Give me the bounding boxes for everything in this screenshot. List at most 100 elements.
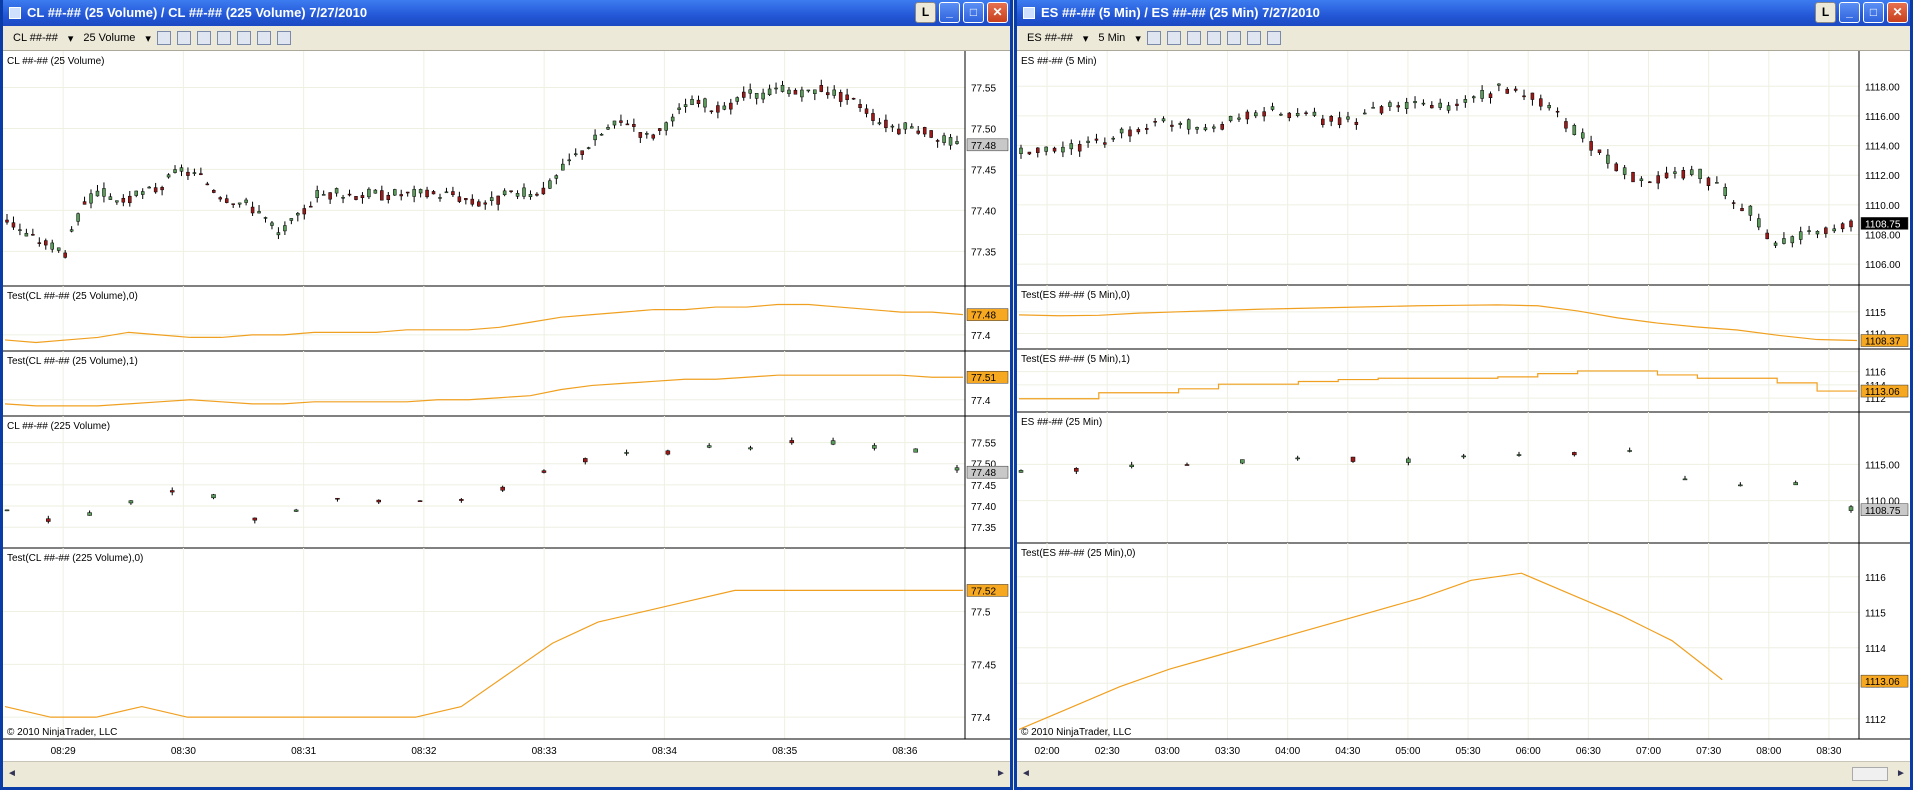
bar-type-icon[interactable] (156, 31, 171, 45)
candle-body (948, 137, 953, 146)
candle-body (774, 87, 778, 90)
price-tag-label: 1108.37 (1865, 337, 1901, 348)
x-tick-label: 07:30 (1696, 746, 1721, 757)
candle-body (373, 189, 378, 194)
chevron-down-icon[interactable]: ▾ (67, 32, 74, 45)
candle-body (858, 104, 862, 109)
price-tag (1860, 384, 1909, 398)
candle-body (872, 445, 877, 449)
x-tick-label: 02:00 (1035, 746, 1060, 757)
horizontal-scrollbar[interactable]: ◄ ► (1017, 761, 1910, 787)
period-selector[interactable]: 25 Volume (83, 32, 136, 44)
period-selector[interactable]: 5 Min (1098, 32, 1126, 44)
x-tick-label: 05:30 (1456, 746, 1481, 757)
strategies-icon[interactable] (1246, 31, 1261, 45)
horizontal-scrollbar[interactable]: ◄ ► (3, 761, 1010, 787)
strategies-icon[interactable] (256, 31, 271, 45)
candle-body (218, 197, 223, 200)
x-tick-label: 04:30 (1335, 746, 1360, 757)
crosshair-icon[interactable] (1186, 31, 1201, 45)
candle-body (56, 247, 61, 251)
maximize-button[interactable]: □ (963, 2, 984, 23)
candle-body (890, 125, 895, 128)
candle-body (664, 122, 668, 131)
y-tick-label: 77.4 (971, 713, 991, 724)
candle-body (483, 202, 487, 205)
x-tick-label: 08:29 (51, 746, 76, 757)
candle-body (1195, 126, 1199, 130)
chevron-down-icon[interactable]: ▾ (1135, 32, 1141, 45)
chevron-down-icon[interactable]: ▾ (145, 32, 151, 45)
candle-body (877, 122, 882, 125)
y-tick-label: 77.35 (971, 247, 996, 258)
properties-icon[interactable] (276, 31, 291, 45)
candle-body (670, 116, 675, 122)
candle-body (703, 98, 707, 108)
candle-body (1094, 138, 1099, 141)
scroll-right-icon[interactable]: ► (996, 768, 1006, 779)
indicators-icon[interactable] (236, 31, 251, 45)
candle-body (665, 450, 671, 455)
instrument-selector[interactable]: CL ##-## (13, 32, 58, 44)
link-button[interactable]: L (1815, 2, 1836, 23)
indicators-icon[interactable] (1226, 31, 1241, 45)
properties-icon[interactable] (1266, 31, 1281, 45)
candle-body (1840, 223, 1845, 230)
x-tick-label: 08:36 (892, 746, 917, 757)
drawing-tool-icon[interactable] (1166, 31, 1181, 45)
y-tick-label: 77.5 (971, 608, 991, 619)
y-tick-label: 77.55 (971, 83, 996, 94)
candle-body (367, 188, 371, 198)
indicator-line (1019, 370, 1857, 400)
candle-body (315, 190, 319, 199)
maximize-button[interactable]: □ (1863, 2, 1884, 23)
y-tick-label: 1115.00 (1865, 460, 1900, 471)
minimize-button[interactable]: _ (939, 2, 960, 23)
candle-body (451, 191, 455, 196)
x-tick-label: 06:00 (1516, 746, 1541, 757)
scroll-right-icon[interactable]: ► (1896, 768, 1906, 779)
candle-body (1074, 468, 1079, 472)
candle-body (1522, 95, 1526, 98)
candle-body (690, 98, 694, 106)
link-button[interactable]: L (915, 2, 936, 23)
y-tick-label: 77.50 (971, 124, 996, 135)
price-tag-label: 77.48 (971, 311, 996, 322)
candle-body (380, 190, 384, 201)
candle-body (87, 512, 92, 516)
close-button[interactable]: ✕ (987, 2, 1008, 23)
candle-body (722, 105, 727, 110)
scroll-left-icon[interactable]: ◄ (1021, 768, 1031, 779)
candle-body (638, 132, 643, 138)
candle-body (942, 135, 946, 143)
close-button[interactable]: ✕ (1887, 2, 1908, 23)
candle-body (212, 190, 216, 193)
minimize-button[interactable]: _ (1839, 2, 1860, 23)
price-tag (1860, 503, 1909, 516)
candle-body (1245, 111, 1250, 120)
scroll-thumb[interactable] (1852, 767, 1888, 781)
chart-window-es: ES ##-## (5 Min) / ES ##-## (25 Min) 7/2… (1014, 0, 1913, 790)
y-tick-label: 1116 (1865, 368, 1886, 379)
chevron-down-icon[interactable]: ▾ (1082, 32, 1089, 45)
candle-body (102, 188, 106, 197)
price-tag-label: 77.52 (971, 586, 996, 597)
chart-area[interactable]: 77.55 77.50 77.45 77.40 77.35 CL ##-## (25 Vo… (3, 51, 1010, 761)
candle-body (1488, 93, 1493, 98)
crosshair-icon[interactable] (196, 31, 211, 45)
chart-area[interactable]: 1118.00 1116.00 1114.00 1112.00 1110.00 1108.… (1017, 51, 1910, 761)
copyright-label: © 2010 NinjaTrader, LLC (7, 727, 117, 738)
zoom-icon[interactable] (1206, 31, 1221, 45)
title-bar[interactable]: ES ##-## (5 Min) / ES ##-## (25 Min) 7/2… (1017, 0, 1910, 26)
drawing-tool-icon[interactable] (176, 31, 191, 45)
candle-body (302, 208, 307, 215)
bar-type-icon[interactable] (1146, 31, 1161, 45)
y-tick-label: 77.4 (971, 331, 991, 342)
candle-body (789, 440, 795, 444)
instrument-selector[interactable]: ES ##-## (1027, 32, 1073, 44)
scroll-left-icon[interactable]: ◄ (7, 768, 17, 779)
zoom-icon[interactable] (216, 31, 231, 45)
title-bar[interactable]: CL ##-## (25 Volume) / CL ##-## (225 Vol… (3, 0, 1010, 26)
candle-body (1388, 102, 1392, 107)
candle-body (18, 229, 22, 231)
